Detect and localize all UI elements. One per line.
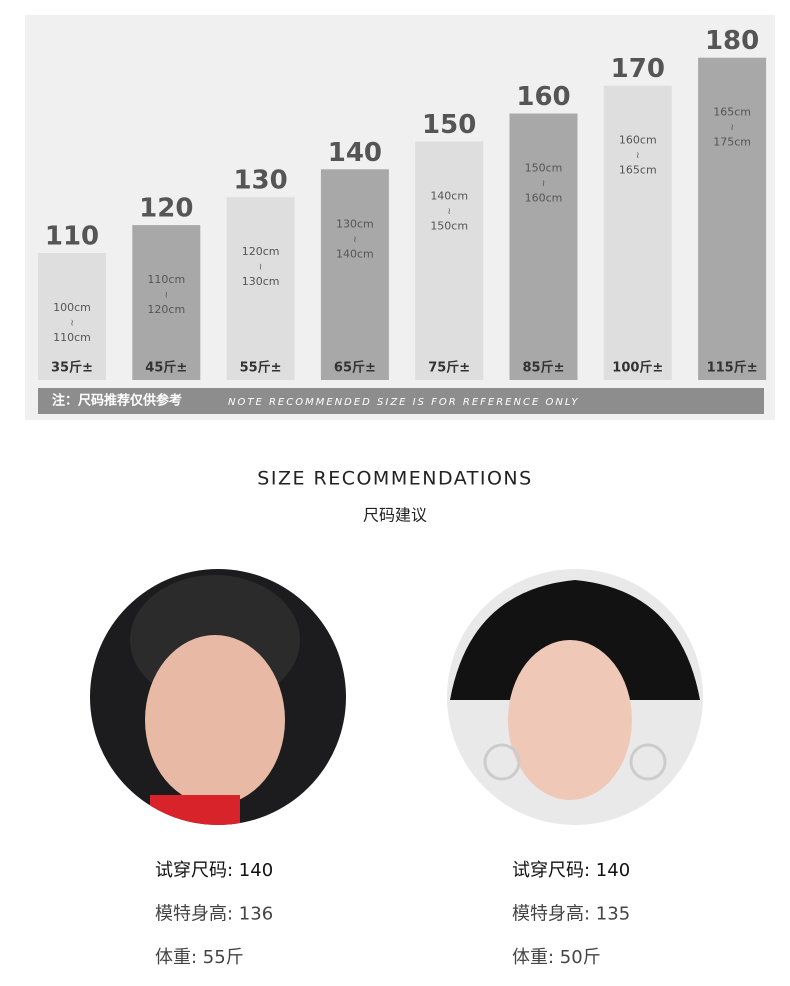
size-range: ≀ <box>165 291 168 301</box>
model-info: 体重: 55斤 <box>155 947 244 968</box>
size-range: 150cm <box>430 219 468 232</box>
size-range: ≀ <box>353 235 356 245</box>
size-label: 140 <box>328 138 382 168</box>
section-title: SIZE RECOMMENDATIONS <box>257 468 532 490</box>
note-cn: 注：尺码推荐仅供参考 <box>52 393 182 409</box>
weight-label: 45斤± <box>145 360 187 376</box>
model-info: 模特身高: 135 <box>512 904 630 925</box>
size-range: ≀ <box>448 207 451 217</box>
size-range: 130cm <box>242 275 280 288</box>
size-range: 140cm <box>430 189 468 202</box>
size-range: 120cm <box>147 303 185 316</box>
size-label: 120 <box>139 194 193 224</box>
weight-label: 65斤± <box>334 360 376 376</box>
weight-label: 100斤± <box>612 360 663 376</box>
size-bar <box>415 141 484 380</box>
size-range: 110cm <box>53 331 91 344</box>
size-range: 150cm <box>525 162 563 175</box>
size-range: 165cm <box>619 164 657 177</box>
size-range: 100cm <box>53 301 91 314</box>
weight-label: 55斤± <box>240 360 282 376</box>
size-bar <box>38 253 106 380</box>
size-label: 170 <box>611 54 665 84</box>
size-range: 175cm <box>713 136 751 149</box>
model-info: 模特身高: 136 <box>155 904 273 925</box>
weight-label: 115斤± <box>707 360 758 376</box>
size-label: 150 <box>422 110 476 140</box>
size-range: ≀ <box>636 151 639 161</box>
size-bar <box>320 169 389 380</box>
weight-label: 35斤± <box>51 360 93 376</box>
size-range: ≀ <box>259 263 262 273</box>
model-info: 试穿尺码: 140 <box>512 860 630 881</box>
size-range: 130cm <box>336 217 374 230</box>
size-range: 160cm <box>525 192 563 205</box>
size-range: ≀ <box>542 179 545 189</box>
model-photo <box>447 569 703 825</box>
model-info: 试穿尺码: 140 <box>155 860 273 881</box>
note-bar <box>38 388 764 414</box>
size-label: 110 <box>45 222 99 252</box>
size-bar <box>226 197 295 380</box>
weight-label: 75斤± <box>428 360 470 376</box>
size-bar <box>509 113 578 380</box>
size-range: 165cm <box>713 106 751 119</box>
model-info: 体重: 50斤 <box>512 947 601 968</box>
section-subtitle: 尺码建议 <box>363 506 427 525</box>
size-range: ≀ <box>70 319 73 329</box>
size-label: 160 <box>516 82 570 112</box>
size-range: ≀ <box>730 123 733 133</box>
size-range: 140cm <box>336 247 374 260</box>
size-bar <box>603 85 672 380</box>
size-range: 110cm <box>147 273 185 286</box>
size-label: 130 <box>233 166 287 196</box>
note-en: NOTE RECOMMENDED SIZE IS FOR REFERENCE O… <box>228 397 580 408</box>
size-range: 160cm <box>619 134 657 147</box>
size-label: 180 <box>705 26 759 56</box>
size-bar <box>132 225 201 380</box>
weight-label: 85斤± <box>523 360 565 376</box>
model-photo <box>90 569 346 825</box>
size-range: 120cm <box>242 245 280 258</box>
size-bar <box>698 57 767 380</box>
